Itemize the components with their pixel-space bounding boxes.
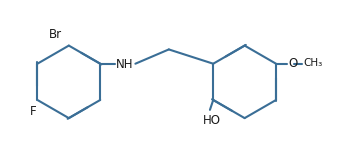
Text: NH: NH: [116, 58, 133, 71]
Text: CH₃: CH₃: [303, 58, 322, 68]
Text: HO: HO: [203, 114, 221, 127]
Text: Br: Br: [49, 28, 62, 41]
Text: O: O: [288, 57, 297, 70]
Text: F: F: [30, 105, 36, 118]
